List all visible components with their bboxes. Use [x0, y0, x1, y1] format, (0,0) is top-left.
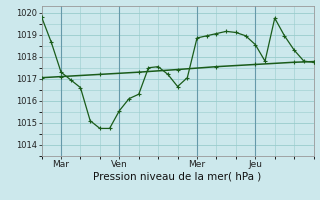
X-axis label: Pression niveau de la mer( hPa ): Pression niveau de la mer( hPa ) — [93, 172, 262, 182]
